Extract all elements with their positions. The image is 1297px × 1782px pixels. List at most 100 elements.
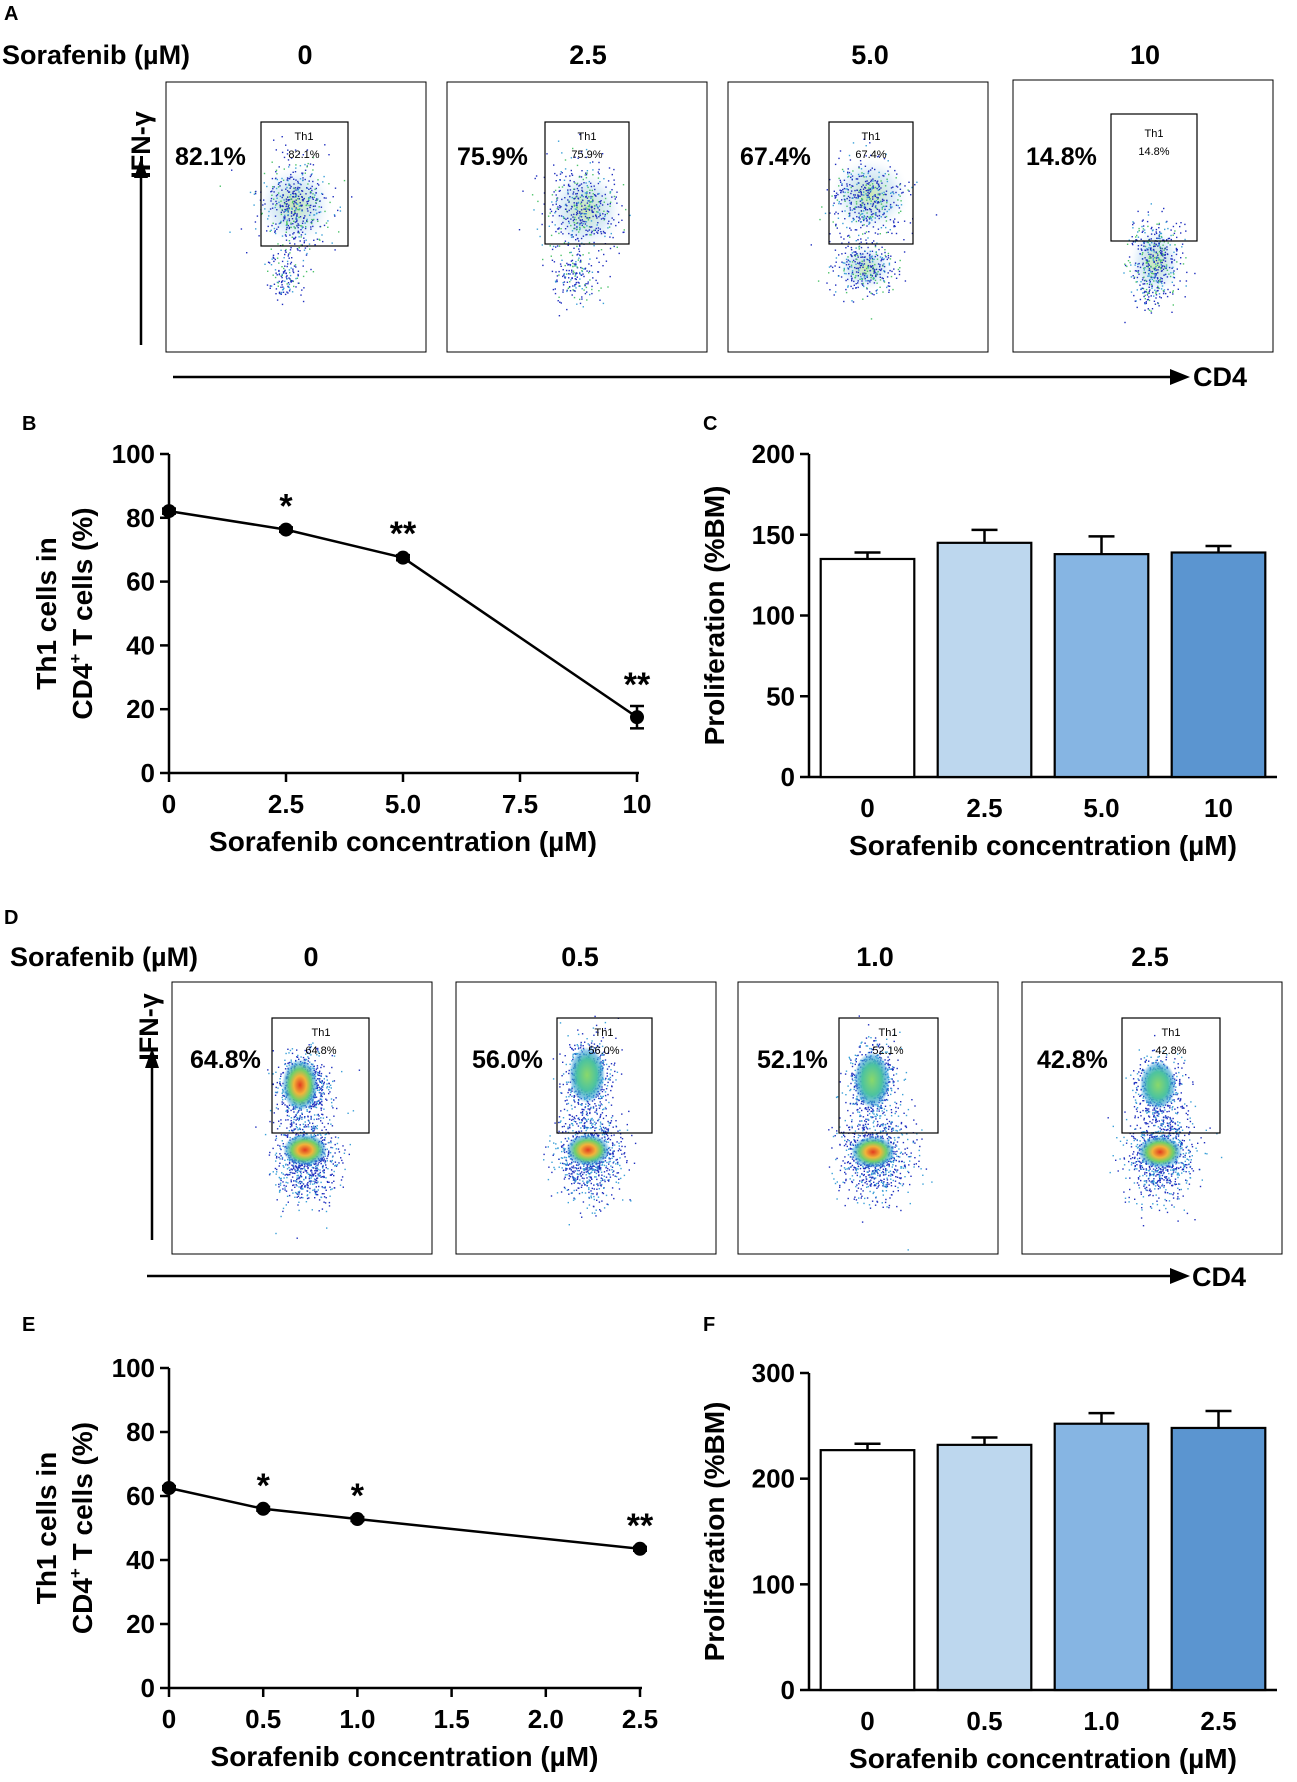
ifn-axis-arrowhead-a	[134, 158, 148, 178]
x-tick-label: 0	[860, 793, 874, 823]
y-tick-label: 40	[126, 1545, 155, 1575]
x-tick-label: 5.0	[1083, 793, 1119, 823]
gate-value-a-3: 14.8%	[1138, 146, 1169, 158]
significance-mark: *	[257, 1467, 271, 1505]
percent-label-a-0: 82.1%	[175, 143, 246, 171]
percent-label-d-2: 52.1%	[757, 1046, 828, 1074]
y-tick-label: 0	[141, 758, 155, 788]
data-point	[279, 522, 293, 537]
gate-label-d-1: Th1	[595, 1027, 614, 1039]
gate-box-a-2	[828, 121, 914, 245]
gate-value-d-3: 42.8%	[1155, 1045, 1186, 1057]
x-tick-label: 2.0	[528, 1704, 564, 1734]
x-tick-label: 0	[860, 1706, 874, 1736]
gate-label-a-2: Th1	[862, 131, 881, 143]
x-tick-label: 2.5	[966, 793, 1002, 823]
bar	[936, 541, 1033, 779]
panel-letter-a: A	[4, 3, 18, 25]
conc-label-a-0: 0	[297, 40, 312, 70]
y-axis-label-line2: CD4+ T cells (%)	[66, 507, 98, 719]
y-label-cd4: CD4	[67, 663, 98, 719]
ifn-axis-arrowhead-d	[145, 1048, 159, 1068]
panel-letter-e: E	[22, 1314, 35, 1336]
x-tick-label: 2.5	[622, 1704, 658, 1734]
data-point	[396, 550, 410, 565]
y-label-rest: T cells (%)	[67, 507, 98, 653]
flow-plot-d-2: Th1 52.1% 52.1%	[737, 981, 999, 1255]
x-tick-label: 0.5	[245, 1704, 281, 1734]
bar	[819, 1449, 916, 1692]
y-tick-label: 50	[766, 681, 795, 711]
flow-dot-cloud	[219, 136, 353, 306]
data-point	[162, 504, 176, 519]
x-axis-label: Sorafenib concentration (µM)	[209, 826, 597, 857]
panel-letter-f: F	[703, 1314, 715, 1336]
data-point	[350, 1512, 365, 1527]
panel-letter-d: D	[4, 907, 18, 929]
panel-d: D Sorafenib (µM) 0 0.5 1.0 2.5 IFN-γ Th1…	[4, 907, 1283, 1292]
ifn-gamma-label-a: IFN-γ	[126, 111, 156, 179]
y-tick-label: 200	[752, 1464, 795, 1494]
flow-plot-a-3: Th1 14.8% 14.8%	[1012, 79, 1274, 353]
flow-plot-d-3: Th1 42.8% 42.8%	[1021, 981, 1283, 1255]
bar	[819, 557, 916, 779]
panel-letter-c: C	[703, 413, 717, 435]
bar	[1053, 553, 1150, 779]
data-line	[168, 509, 638, 719]
gate-box-d-0	[271, 1017, 370, 1134]
y-label-rest: T cells (%)	[67, 1422, 98, 1568]
gate-value-d-2: 52.1%	[872, 1045, 903, 1057]
gate-label-a-0: Th1	[295, 131, 314, 143]
y-tick-label: 100	[752, 601, 795, 631]
conc-label-a-2: 5.0	[851, 40, 889, 70]
y-tick-label: 0	[141, 1673, 155, 1703]
x-tick-label: 1.0	[339, 1704, 375, 1734]
gate-label-d-0: Th1	[312, 1027, 331, 1039]
x-tick-label: 1.5	[434, 1704, 470, 1734]
conc-label-a-3: 10	[1130, 40, 1160, 70]
x-axis-label: Sorafenib concentration (µM)	[211, 1741, 599, 1772]
x-tick-label: 2.5	[268, 789, 304, 819]
gate-value-d-0: 64.8%	[305, 1045, 336, 1057]
flow-dot-cloud	[1123, 203, 1196, 324]
flow-plot-a-1: Th1 75.9% 75.9%	[446, 81, 708, 353]
gate-label-a-3: Th1	[1145, 128, 1164, 140]
y-tick-label: 20	[126, 694, 155, 724]
bar	[1053, 1422, 1150, 1692]
cd4-axis-arrowhead-a	[1170, 369, 1190, 385]
gate-label-d-3: Th1	[1162, 1027, 1181, 1039]
y-axis-label-line1: Th1 cells in	[31, 1452, 62, 1605]
chart-f-proliferation-bar: 0 100 200 300 0 0.5 1.0 2.5 Proliferation (%BM) S…	[699, 1358, 1277, 1774]
y-axis-label: Proliferation (%BM)	[699, 1402, 730, 1662]
data-point	[256, 1501, 271, 1516]
gate-box-d-2	[838, 1017, 939, 1134]
y-tick-label: 60	[126, 567, 155, 597]
gate-box-a-3	[1110, 113, 1198, 242]
x-tick-label: 10	[623, 789, 652, 819]
y-tick-label: 100	[112, 439, 155, 469]
y-label-superscript: +	[66, 1568, 85, 1578]
percent-label-a-1: 75.9%	[457, 143, 528, 171]
chart-c-proliferation-bar: 0 50 100 150 200 0 2.5 5.0 10 Proliferation (%BM)…	[699, 439, 1277, 861]
y-tick-label: 100	[752, 1569, 795, 1599]
percent-label-d-0: 64.8%	[190, 1046, 261, 1074]
significance-mark: *	[279, 487, 293, 525]
percent-label-a-2: 67.4%	[740, 143, 811, 171]
gate-value-a-2: 67.4%	[855, 149, 886, 161]
percent-label-d-1: 56.0%	[472, 1046, 543, 1074]
x-tick-label: 5.0	[385, 789, 421, 819]
y-tick-label: 80	[126, 503, 155, 533]
gate-box-d-3	[1121, 1017, 1221, 1134]
x-tick-label: 7.5	[502, 789, 538, 819]
flow-plot-d-0: Th1 64.8% 64.8%	[171, 981, 433, 1255]
flow-dot-cloud	[810, 138, 938, 320]
significance-mark: **	[627, 1507, 654, 1545]
x-tick-label: 1.0	[1083, 1706, 1119, 1736]
y-tick-label: 150	[752, 520, 795, 550]
significance-mark: *	[351, 1477, 365, 1515]
sorafenib-header-d: Sorafenib (µM)	[10, 942, 198, 972]
gate-label-a-1: Th1	[578, 131, 597, 143]
gate-label-d-2: Th1	[879, 1027, 898, 1039]
